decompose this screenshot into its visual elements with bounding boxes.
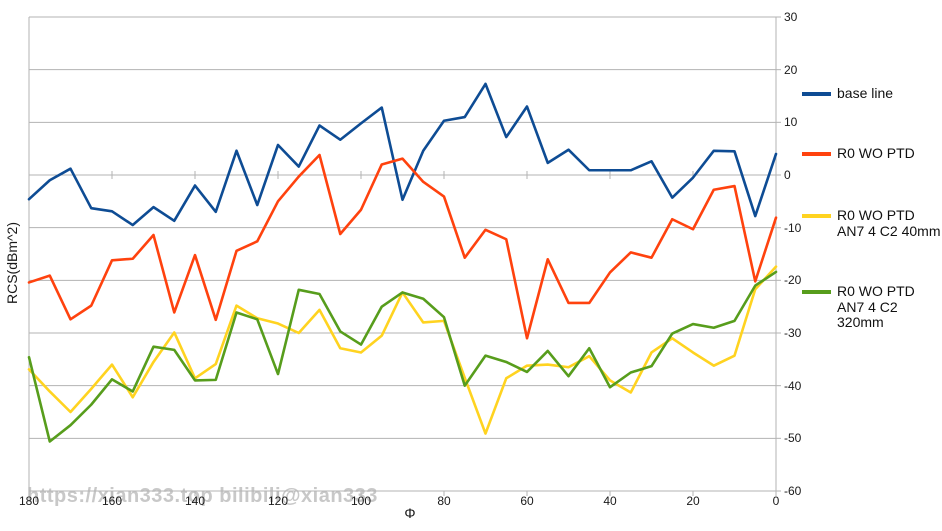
x-tick-label: 120 xyxy=(267,494,289,508)
x-tick-label: 180 xyxy=(18,494,40,508)
x-axis-title: Φ xyxy=(404,505,416,521)
x-tick-label: 80 xyxy=(437,494,451,508)
legend-swatch xyxy=(802,290,831,294)
x-tick-label: 100 xyxy=(350,494,372,508)
series-r0-wo-ptd xyxy=(27,153,778,340)
y-tick-label: -50 xyxy=(784,431,802,446)
legend-item: R0 WO PTD AN7 4 C2 320mm xyxy=(802,283,941,331)
legend-item: base line xyxy=(802,85,941,102)
x-tick-label: 60 xyxy=(520,494,534,508)
legend-swatch xyxy=(802,214,831,218)
y-tick-label: 30 xyxy=(784,10,798,24)
x-tick-label: 140 xyxy=(184,494,206,508)
y-tick-label: -40 xyxy=(784,378,802,393)
y-tick-label: -20 xyxy=(784,273,802,288)
legend-item: R0 WO PTD xyxy=(802,145,941,162)
y-tick-label: 0 xyxy=(784,168,791,182)
legend-item: R0 WO PTD AN7 4 C2 40mm xyxy=(802,207,941,239)
x-tick-label: 40 xyxy=(603,494,617,508)
legend-swatch xyxy=(802,92,831,96)
series-r0-wo-ptd-an7-4-c2-320mm xyxy=(27,270,778,443)
legend-label: R0 WO PTD xyxy=(837,145,915,161)
legend-swatch xyxy=(802,152,831,156)
y-tick-label: -10 xyxy=(784,220,802,235)
y-tick-label: 10 xyxy=(784,115,798,130)
x-tick-label: 20 xyxy=(686,494,700,508)
x-tick-label: 0 xyxy=(772,494,780,508)
y-tick-label: -30 xyxy=(784,326,802,340)
y-tick-label: -60 xyxy=(784,484,802,498)
y-axis-title: RCS(dBm^2) xyxy=(4,221,20,305)
legend-label: R0 WO PTD AN7 4 C2 40mm xyxy=(837,207,941,239)
legend-label: base line xyxy=(837,85,894,101)
legend: base line R0 WO PTD R0 WO PTD AN7 4 C2 40m… xyxy=(802,0,940,531)
x-tick-label: 160 xyxy=(101,494,123,508)
legend-label: R0 WO PTD AN7 4 C2 320mm xyxy=(837,283,915,330)
series-base-line xyxy=(27,82,778,227)
y-tick-label: 20 xyxy=(784,62,798,77)
